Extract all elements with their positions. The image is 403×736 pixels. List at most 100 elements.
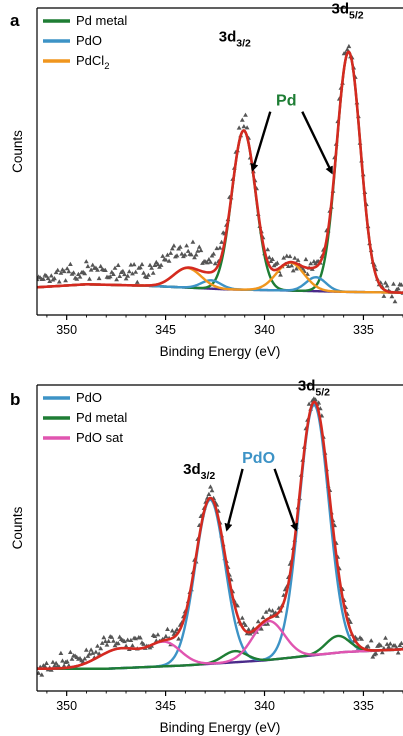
panel-letter: a: [10, 11, 20, 30]
data-point: [96, 651, 102, 656]
data-point: [139, 640, 145, 645]
data-point: [52, 663, 57, 668]
data-point: [176, 246, 181, 251]
x-tick-label: 350: [56, 323, 77, 337]
data-point: [290, 268, 296, 273]
data-point: [123, 643, 129, 648]
data-point: [128, 637, 134, 642]
envelope-line: [37, 50, 403, 294]
plot-area: [37, 43, 403, 304]
data-point: [306, 401, 312, 406]
data-point: [118, 636, 124, 641]
peak-label: 3d5/2: [298, 378, 330, 399]
data-point: [265, 621, 271, 626]
data-point: [383, 635, 388, 640]
data-point: [64, 266, 70, 271]
panel-a: 350 345 340 335 Binding Energy (eV) Counts a Pd…: [10, 1, 403, 359]
data-point: [212, 261, 218, 266]
data-point: [77, 274, 83, 279]
x-axis-label: Binding Energy (eV): [160, 720, 281, 735]
x-tick-label: 340: [254, 699, 275, 713]
data-point: [125, 273, 131, 278]
data-point: [98, 263, 104, 269]
data-point: [284, 253, 290, 258]
data-point: [37, 670, 41, 675]
data-point: [200, 260, 205, 265]
x-tick-label: 335: [353, 699, 374, 713]
annotation-arrow: [273, 468, 298, 532]
data-point: [381, 293, 387, 298]
data-point: [289, 263, 294, 268]
data-point: [109, 269, 115, 274]
data-point: [174, 626, 180, 632]
data-point: [53, 269, 59, 275]
data-point: [107, 634, 113, 639]
data-point: [190, 239, 196, 244]
data-point: [98, 646, 104, 651]
data-point: [85, 263, 91, 269]
data-point: [384, 283, 390, 288]
peak-label: 3d3/2: [219, 28, 251, 49]
data-point: [341, 51, 347, 56]
data-point: [169, 246, 175, 251]
data-point: [126, 269, 132, 274]
data-point: [63, 278, 68, 283]
data-point: [71, 653, 76, 658]
data-point: [60, 267, 65, 272]
data-point: [244, 125, 250, 130]
data-point: [176, 636, 181, 641]
data-point: [91, 265, 97, 270]
data-point: [90, 262, 96, 267]
data-point: [196, 244, 202, 249]
data-point: [131, 262, 137, 267]
data-point: [391, 281, 396, 286]
data-point: [118, 269, 124, 274]
plot-area: [37, 396, 403, 677]
data-point: [58, 270, 64, 275]
data-point: [278, 272, 283, 277]
annotation-label: PdO: [242, 450, 275, 467]
data-point: [72, 275, 78, 280]
data-point: [87, 276, 92, 281]
data-point: [274, 613, 280, 618]
data-point: [90, 650, 96, 655]
data-point: [271, 263, 277, 268]
component-line-pd-metal: [37, 634, 403, 670]
data-point: [243, 112, 248, 117]
data-point: [187, 251, 193, 256]
data-point: [104, 274, 110, 279]
data-point: [85, 653, 91, 658]
data-point: [141, 270, 146, 275]
data-point: [370, 654, 376, 659]
data-point: [134, 279, 140, 284]
data-point: [209, 488, 215, 493]
data-point: [147, 262, 153, 267]
legend-entry: Pd metal: [76, 410, 127, 425]
data-point: [195, 248, 201, 253]
data-point: [387, 641, 393, 646]
data-point: [103, 638, 108, 644]
data-point: [79, 270, 84, 275]
panel-b: 350 345 340 335 Binding Energy (eV) Counts b Pd…: [10, 378, 403, 735]
legend-entry: PdCl2: [76, 53, 109, 72]
data-point: [357, 635, 363, 640]
data-point: [68, 649, 73, 654]
data-point: [93, 649, 99, 654]
x-tick-label: 345: [155, 699, 176, 713]
data-point: [50, 277, 56, 282]
data-point: [155, 632, 161, 637]
data-point: [364, 644, 369, 649]
data-point: [39, 672, 45, 677]
data-point: [42, 272, 48, 277]
peak-label: 3d5/2: [332, 1, 364, 22]
data-point: [55, 663, 61, 668]
data-point: [311, 259, 317, 264]
data-point: [239, 615, 245, 620]
data-point: [286, 263, 291, 268]
data-point: [101, 635, 107, 640]
data-point: [142, 274, 148, 279]
data-point: [136, 265, 142, 270]
data-point: [48, 273, 54, 278]
data-point: [394, 287, 399, 292]
data-point: [99, 266, 105, 272]
